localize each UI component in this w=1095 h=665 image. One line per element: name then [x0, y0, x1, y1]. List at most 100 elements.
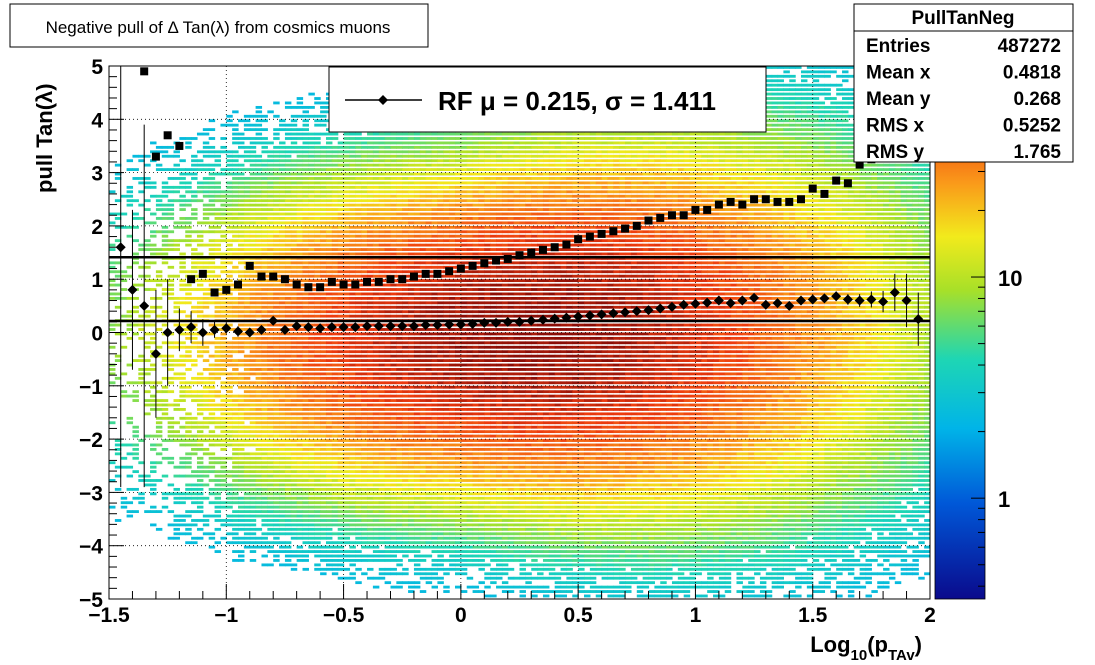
- heatmap-cell: [337, 145, 345, 149]
- heatmap-cell: [232, 412, 239, 416]
- heatmap-cell: [284, 470, 292, 474]
- heatmap-cell: [179, 185, 186, 189]
- heatmap-cell: [431, 177, 438, 180]
- heatmap-cell: [378, 163, 386, 167]
- heatmap-cell: [331, 221, 339, 225]
- heatmap-cell: [232, 132, 239, 136]
- heatmap-cell: [273, 465, 280, 469]
- heatmap-cell: [314, 341, 321, 345]
- heatmap-cell: [390, 261, 397, 265]
- heatmap-cell: [132, 283, 139, 287]
- heatmap-cell: [408, 332, 415, 336]
- heatmap-cell: [191, 336, 198, 340]
- heatmap-cell: [255, 172, 263, 176]
- heatmap-cell: [419, 350, 427, 354]
- heatmap-cell: [396, 474, 403, 478]
- heatmap-cell: [243, 403, 251, 407]
- heatmap-cell: [349, 296, 356, 300]
- heatmap-cell: [296, 465, 304, 469]
- heatmap-cell: [161, 217, 169, 220]
- heatmap-cell: [402, 368, 409, 371]
- heatmap-cell: [437, 412, 444, 416]
- heatmap-cell: [243, 465, 251, 469]
- heatmap-cell: [413, 261, 421, 265]
- heatmap-cell: [243, 527, 251, 531]
- heatmap-cell: [425, 248, 433, 251]
- heatmap-cell: [390, 203, 397, 207]
- heatmap-cell: [390, 550, 397, 553]
- heatmap-cell: [449, 527, 456, 531]
- heatmap-cell: [384, 408, 392, 411]
- heatmap-cell: [372, 230, 380, 234]
- heatmap-cell: [325, 527, 333, 531]
- heatmap-cell: [361, 328, 368, 331]
- heatmap-cell: [402, 510, 409, 514]
- heatmap-cell: [214, 479, 222, 482]
- heatmap-cell: [378, 479, 386, 482]
- heatmap-cell: [425, 150, 433, 154]
- heatmap-cell: [232, 434, 239, 438]
- heatmap-cell: [243, 190, 251, 194]
- heatmap-cell: [349, 541, 356, 545]
- heatmap-cell: [185, 141, 192, 145]
- heatmap-cell: [226, 114, 233, 118]
- heatmap-cell: [273, 519, 280, 522]
- heatmap-cell: [437, 385, 444, 389]
- heatmap-cell: [314, 430, 321, 434]
- heatmap-cell: [255, 505, 263, 509]
- heatmap-cell: [349, 368, 356, 371]
- heatmap-cell: [413, 225, 421, 229]
- heatmap-cell: [390, 443, 397, 447]
- heatmap-cell: [208, 168, 216, 171]
- heatmap-cell: [425, 292, 433, 296]
- heatmap-cell: [449, 376, 456, 380]
- heatmap-cell: [114, 354, 122, 358]
- heatmap-cell: [437, 376, 444, 380]
- heatmap-cell: [355, 172, 362, 176]
- heatmap-cell: [179, 221, 186, 225]
- heatmap-cell: [355, 452, 362, 456]
- heatmap-cell: [214, 434, 222, 438]
- heatmap-cell: [191, 381, 198, 385]
- heatmap-cell: [378, 194, 386, 198]
- heatmap-cell: [396, 527, 403, 531]
- heatmap-cell: [372, 381, 380, 385]
- heatmap-cell: [267, 381, 274, 385]
- heatmap-cell: [431, 296, 438, 300]
- heatmap-cell: [173, 439, 180, 442]
- heatmap-cell: [243, 470, 251, 474]
- heatmap-cell: [191, 163, 198, 167]
- heatmap-cell: [302, 128, 309, 132]
- heatmap-cell: [384, 132, 392, 136]
- heatmap-cell: [167, 212, 175, 216]
- heatmap-cell: [267, 230, 274, 234]
- heatmap-cell: [261, 523, 268, 527]
- heatmap-cell: [402, 332, 409, 336]
- heatmap-cell: [191, 487, 198, 491]
- heatmap-cell: [396, 172, 403, 176]
- heatmap-cell: [384, 328, 392, 331]
- heatmap-cell: [355, 501, 362, 505]
- heatmap-cell: [255, 279, 263, 283]
- heatmap-cell: [261, 181, 268, 185]
- heatmap-cell: [413, 510, 421, 514]
- heatmap-cell: [267, 487, 274, 491]
- heatmap-cell: [408, 545, 415, 549]
- heatmap-cell: [296, 505, 304, 509]
- heatmap-cell: [325, 465, 333, 469]
- heatmap-cell: [378, 243, 386, 247]
- heatmap-cell: [161, 363, 169, 367]
- heatmap-cell: [431, 492, 438, 496]
- heatmap-cell: [454, 461, 462, 465]
- heatmap-cell: [367, 199, 374, 203]
- heatmap-cell: [384, 225, 392, 229]
- heatmap-cell: [302, 394, 309, 398]
- heatmap-cell: [396, 314, 403, 318]
- heatmap-cell: [284, 168, 292, 171]
- heatmap-cell: [249, 385, 257, 389]
- heatmap-cell: [126, 465, 134, 469]
- heatmap-cell: [331, 514, 339, 518]
- heatmap-cell: [413, 514, 421, 518]
- heatmap-cell: [419, 501, 427, 505]
- heatmap-cell: [290, 519, 298, 522]
